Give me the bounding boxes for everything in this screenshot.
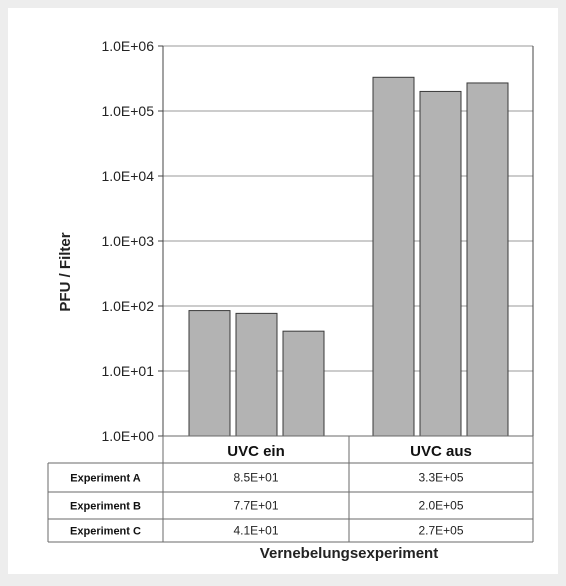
- data-label: 4.1E+01: [233, 524, 278, 538]
- series-label: Experiment C: [70, 526, 141, 538]
- data-label: 2.0E+05: [418, 499, 463, 513]
- series-label: Experiment A: [70, 473, 141, 485]
- y-axis: 1.0E+00 1.0E+01 1.0E+02 1.0E+03 1.0E+04 1.0E+…: [101, 38, 534, 444]
- y-tick-label: 1.0E+00: [101, 428, 154, 444]
- bar: [188, 310, 231, 437]
- data-label: 7.7E+01: [233, 499, 278, 513]
- y-tick-label: 1.0E+06: [101, 38, 154, 54]
- data-label: 3.3E+05: [418, 471, 463, 485]
- category-label: UVC aus: [410, 443, 472, 460]
- bar: [466, 82, 509, 437]
- bar: [235, 312, 278, 437]
- y-tick-label: 1.0E+05: [101, 103, 154, 119]
- chart-background: [8, 8, 558, 574]
- y-tick-label: 1.0E+04: [101, 168, 154, 184]
- x-axis-title: Vernebelungsexperiment: [260, 545, 438, 562]
- y-tick-label: 1.0E+03: [101, 233, 154, 249]
- y-axis-title: PFU / Filter: [57, 232, 74, 311]
- category-label: UVC ein: [227, 443, 285, 460]
- data-label: 8.5E+01: [233, 471, 278, 485]
- bar: [372, 76, 415, 437]
- y-tick-label: 1.0E+01: [101, 363, 154, 379]
- y-tick-label: 1.0E+02: [101, 298, 154, 314]
- bar: [282, 330, 325, 437]
- data-table: UVC ein UVC aus Experiment A 8.5E+01 3.3E+05…: [47, 435, 534, 543]
- data-label: 2.7E+05: [418, 524, 463, 538]
- series-label: Experiment B: [70, 501, 141, 513]
- bar: [419, 90, 462, 437]
- bars: [188, 76, 509, 437]
